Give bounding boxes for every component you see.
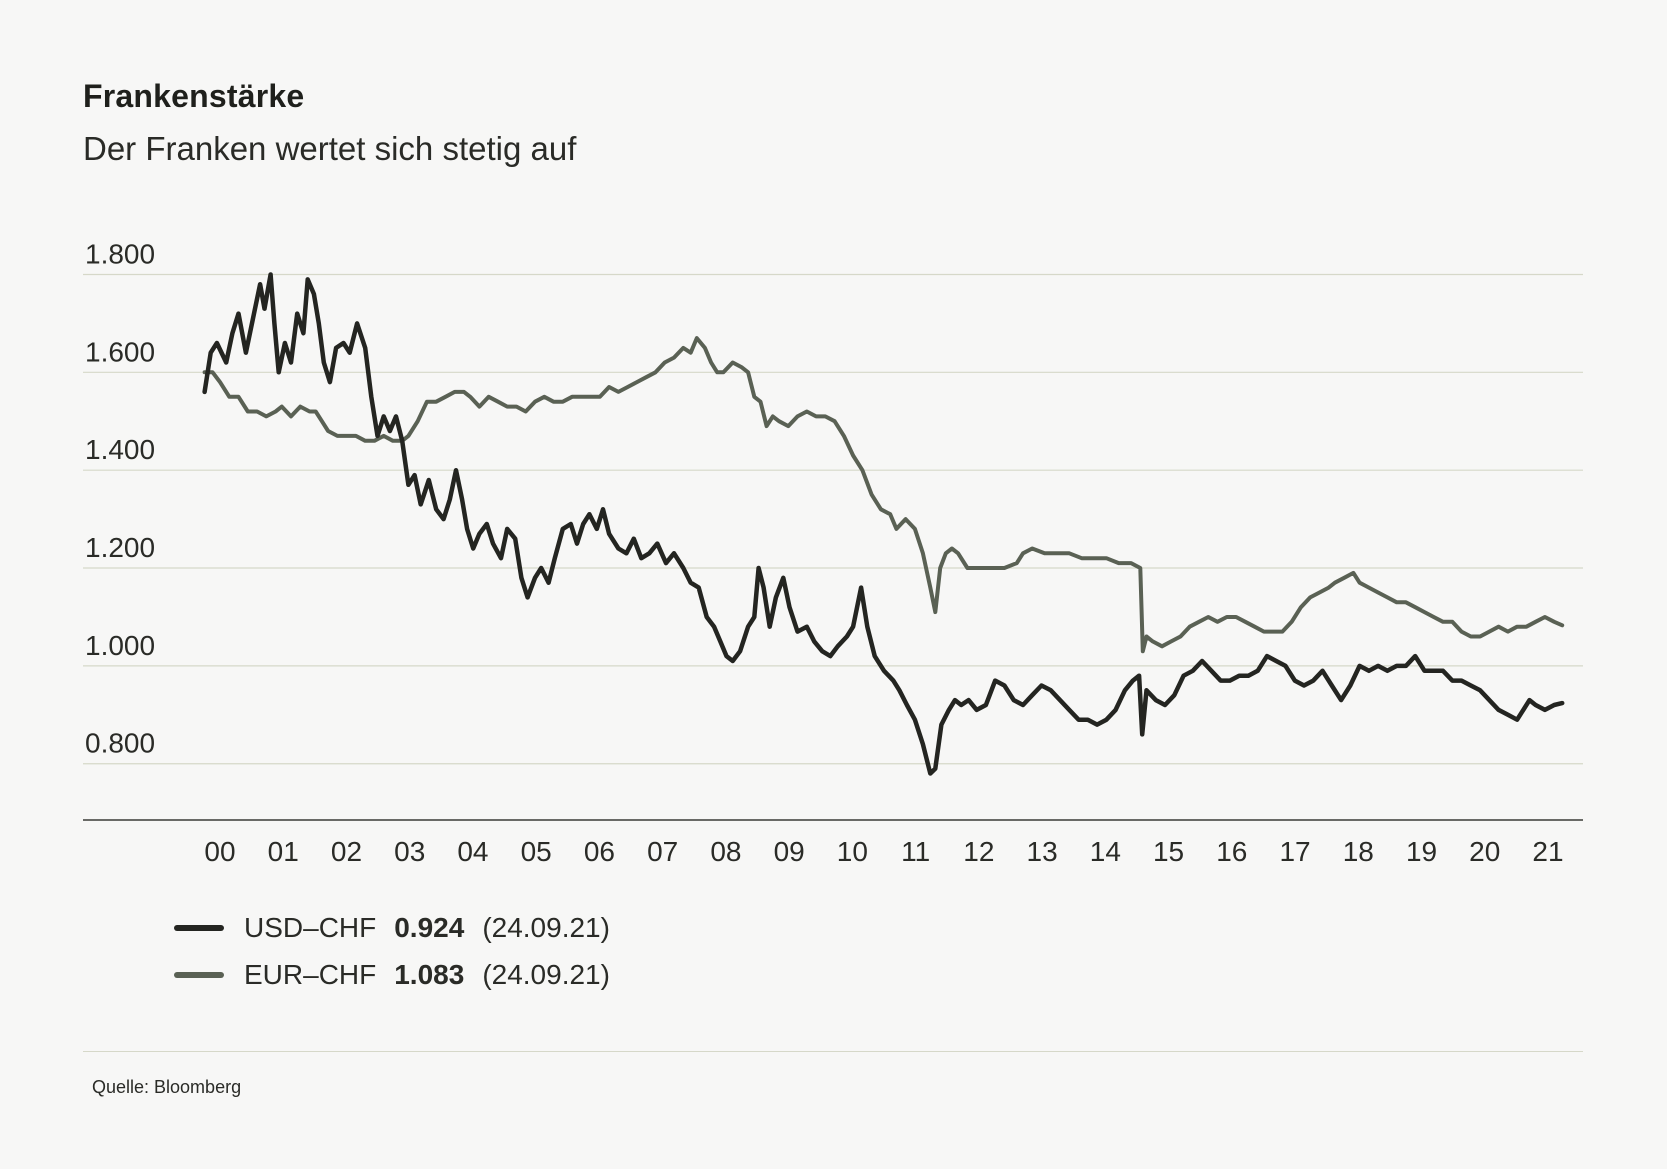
y-tick-label: 1.200	[85, 532, 155, 563]
x-tick-label: 19	[1406, 836, 1437, 867]
x-tick-label: 00	[204, 836, 235, 867]
x-tick-label: 06	[584, 836, 615, 867]
legend-item-usd-chf: USD–CHF 0.924 (24.09.21)	[174, 908, 610, 948]
line-chart: 1.800 1.600 1.400 1.200 1.000 0.800 00 01 02 03 04…	[83, 238, 1583, 867]
legend-series-date: (24.09.21)	[482, 912, 610, 943]
chart-title: Frankenstärke	[83, 78, 305, 114]
x-tick-label: 17	[1279, 836, 1310, 867]
x-tick-label: 21	[1532, 836, 1563, 867]
x-tick-label: 05	[521, 836, 552, 867]
x-tick-label: 20	[1469, 836, 1500, 867]
x-tick-label: 03	[394, 836, 425, 867]
x-tick-label: 15	[1153, 836, 1184, 867]
y-tick-label: 1.400	[85, 434, 155, 465]
legend-series-value: 1.083	[394, 959, 465, 990]
legend-series-name: USD–CHF	[244, 912, 377, 943]
x-tick-label: 08	[710, 836, 741, 867]
x-tick-label: 07	[647, 836, 678, 867]
y-tick-label: 1.600	[85, 336, 155, 367]
series-line-usd-chf	[202, 272, 1565, 776]
legend-swatch-usd-chf	[174, 924, 224, 931]
legend-series-value: 0.924	[394, 912, 465, 943]
x-tick-label: 02	[331, 836, 362, 867]
y-tick-label: 1.800	[85, 238, 155, 269]
x-tick-label: 16	[1216, 836, 1247, 867]
y-tick-label: 1.000	[85, 630, 155, 661]
x-tick-label: 01	[268, 836, 299, 867]
x-tick-label: 04	[457, 836, 488, 867]
legend-swatch-eur-chf	[174, 971, 224, 978]
x-tick-label: 14	[1090, 836, 1121, 867]
legend-series-name: EUR–CHF	[244, 959, 377, 990]
legend-series-date: (24.09.21)	[482, 959, 610, 990]
y-tick-label: 0.800	[85, 728, 155, 759]
legend-item-eur-chf: EUR–CHF 1.083 (24.09.21)	[174, 955, 610, 995]
x-tick-label: 10	[837, 836, 868, 867]
x-tick-label: 11	[901, 836, 930, 867]
x-tick-label: 18	[1343, 836, 1374, 867]
x-tick-label: 09	[774, 836, 805, 867]
chart-subtitle: Der Franken wertet sich stetig auf	[83, 130, 577, 167]
series-line-eur-chf	[202, 336, 1565, 654]
x-tick-label: 12	[963, 836, 994, 867]
x-tick-label: 13	[1027, 836, 1058, 867]
source-note: Quelle: Bloomberg	[92, 1077, 242, 1097]
footer-divider	[83, 1051, 1583, 1052]
